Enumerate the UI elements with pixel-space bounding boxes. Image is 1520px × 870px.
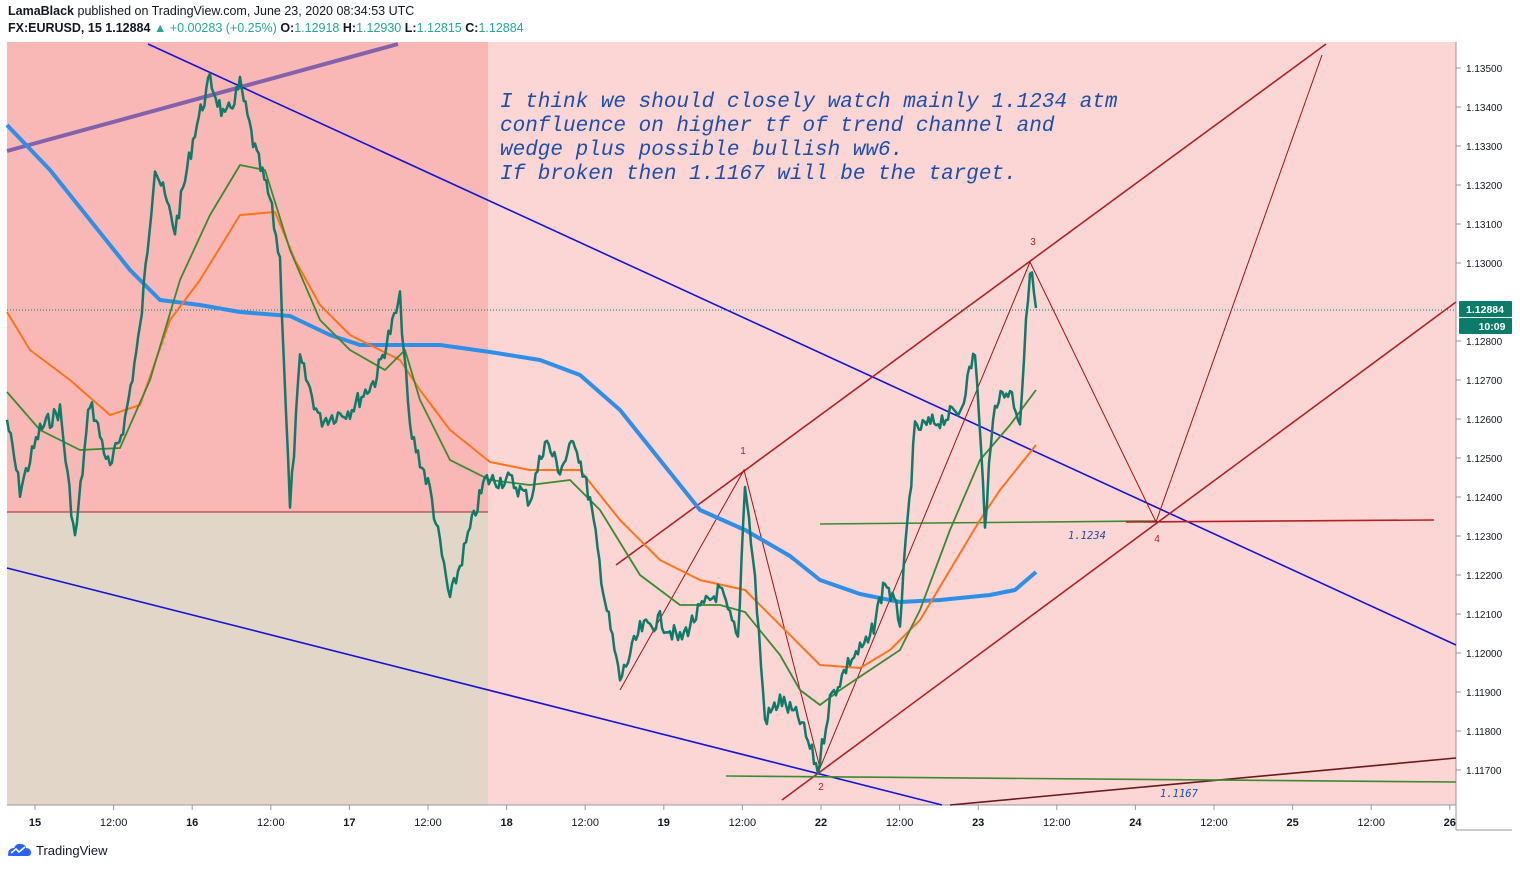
y-tick-label: 1.12000 [1466,649,1503,660]
last-price-tag-label: 1.12884 [1466,304,1504,316]
x-tick-label: 12:00 [414,817,442,829]
y-tick-label: 1.13100 [1466,220,1503,231]
x-tick-label: 12:00 [1200,817,1228,829]
high-label: H: [342,21,357,35]
series-layer [5,72,1038,775]
price-change: +0.00283 (+0.25%) [169,21,277,35]
drawing-labels: 1 2 3 4 1.1234 1.1167 [740,237,1198,800]
ma-orange-line [6,211,1037,669]
open-label: O: [280,21,295,35]
tradingview-logo-icon [8,843,31,856]
footer-brand[interactable]: TradingView [6,842,108,858]
annotation-line: confluence on higher tf of trend channel… [500,115,1055,138]
low-value: 1.12815 [416,21,462,35]
publish-info: LamaBlack published on TradingView.com, … [8,4,414,18]
x-tick-label: 16 [186,817,198,829]
annotation-line: wedge plus possible bullish ww6. [500,139,903,162]
y-tick-label: 1.11700 [1466,766,1502,777]
ma-green-line [6,164,1037,706]
y-tick-label: 1.12600 [1466,415,1503,426]
y-tick-label: 1.12500 [1466,454,1503,465]
high-value: 1.12930 [356,21,402,35]
x-tick-label: 12:00 [886,817,914,829]
annotation-line: I think we should closely watch mainly 1… [500,91,1118,114]
channel-upper-red [615,43,1327,566]
symbol-name[interactable]: FX:EURUSD, 15 [8,21,102,35]
price-chart[interactable]: 1.13500 1.13400 1.13300 1.13200 1.13100 1.130… [0,0,1520,840]
y-tick-label: 1.13000 [1466,259,1503,270]
level-label: 1.1234 [1068,530,1106,542]
x-tick-label: 12:00 [1357,817,1385,829]
close-value: 1.12884 [478,21,524,35]
low-label: L: [404,21,417,35]
y-tick-label: 1.12200 [1466,571,1503,582]
close-label: C: [465,21,479,35]
purple-trendline [6,42,399,153]
x-tick-label: 18 [500,817,512,829]
channel-upper-blue [147,43,1457,646]
x-tick-label: 22 [815,817,827,829]
x-tick-label: 12:00 [100,817,128,829]
dark-trendline [949,757,1457,806]
y-tick-label: 1.12100 [1466,610,1503,621]
footer-brand-label: TradingView [36,842,108,858]
background-zones [7,42,1456,805]
wave-label-4: 4 [1154,534,1160,545]
x-tick-label: 25 [1286,817,1298,829]
channel-lower-blue [6,567,943,806]
x-tick-label: 23 [972,817,984,829]
time-axis[interactable]: 15 12:00 16 12:00 17 12:00 18 12:00 19 12:00 22 12:… [29,805,1456,829]
level-label: 1.1167 [1160,788,1199,800]
green-level-1234 [819,520,1157,525]
zone-beige [7,512,488,805]
price-series-line [5,72,1038,775]
symbol-bar: FX:EURUSD, 15 1.12884 ▲ +0.00283 (+0.25%… [8,21,524,35]
wave-label-2: 2 [818,782,824,793]
y-tick-label: 1.12800 [1466,337,1503,348]
x-tick-label: 12:00 [257,817,285,829]
y-tick-label: 1.11900 [1466,688,1502,699]
x-tick-label: 12:00 [729,817,757,829]
channel-lower-red [781,301,1457,801]
up-arrow-icon: ▲ [153,21,167,35]
y-tick-label: 1.12300 [1466,532,1503,543]
last-price: 1.12884 [105,21,151,35]
wave-label-3: 3 [1030,237,1036,248]
x-tick-label: 24 [1129,817,1142,829]
wave-path [619,54,1323,770]
last-price-tag [1459,301,1512,317]
price-tags: 1.12884 10:09 [1459,301,1512,334]
y-tick-label: 1.13400 [1466,103,1503,114]
open-value: 1.12918 [294,21,340,35]
published-text: published on TradingView.com, June 23, 2… [77,4,415,18]
y-tick-label: 1.12700 [1466,376,1503,387]
y-tick-label: 1.13300 [1466,142,1503,153]
countdown-tag [1459,318,1512,334]
x-tick-label: 15 [29,817,41,829]
author-name[interactable]: LamaBlack [8,4,75,18]
y-tick-label: 1.13200 [1466,181,1503,192]
annotation-text: I think we should closely watch mainly 1… [500,91,1118,186]
x-tick-label: 12:00 [571,817,599,829]
x-tick-label: 12:00 [1043,817,1071,829]
x-tick-label: 19 [658,817,670,829]
price-axis[interactable]: 1.13500 1.13400 1.13300 1.13200 1.13100 1.130… [1456,64,1503,777]
wave-label-1: 1 [740,446,746,457]
y-tick-label: 1.12400 [1466,493,1503,504]
green-level-1167 [725,775,1457,783]
red-level-1234 [1125,519,1435,523]
y-tick-label: 1.13500 [1466,64,1503,75]
annotation-line: If broken then 1.1167 will be the target… [500,163,1017,186]
drawings [6,42,1457,806]
x-tick-label: 17 [343,817,355,829]
countdown-tag-label: 10:09 [1479,321,1506,333]
x-tick-label: 26 [1444,817,1456,829]
y-tick-label: 1.11800 [1466,727,1502,738]
